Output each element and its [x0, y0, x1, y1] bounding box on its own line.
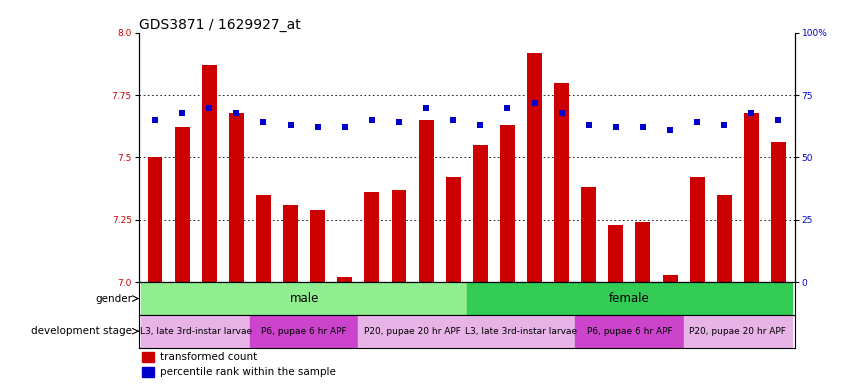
Point: [555, 109, 569, 116]
Point: [257, 119, 270, 126]
Bar: [636, 222, 650, 282]
Bar: [358, 315, 467, 348]
Bar: [744, 113, 759, 282]
Text: development stage: development stage: [31, 326, 132, 336]
Bar: [608, 225, 623, 282]
Bar: [147, 157, 162, 282]
Point: [637, 124, 650, 131]
Text: female: female: [609, 292, 650, 305]
Point: [148, 117, 161, 123]
Text: GDS3871 / 1629927_at: GDS3871 / 1629927_at: [139, 18, 300, 31]
Bar: [283, 205, 298, 282]
Text: P20, pupae 20 hr APF: P20, pupae 20 hr APF: [364, 327, 461, 336]
Bar: [581, 187, 596, 282]
Point: [283, 122, 297, 128]
Bar: [142, 367, 154, 377]
Bar: [446, 177, 461, 282]
Bar: [527, 53, 542, 282]
Point: [582, 122, 595, 128]
Bar: [392, 190, 406, 282]
Bar: [467, 315, 575, 348]
Bar: [771, 142, 786, 282]
Text: L3, late 3rd-instar larvae: L3, late 3rd-instar larvae: [140, 327, 251, 336]
Point: [528, 99, 542, 106]
Bar: [500, 125, 515, 282]
Point: [690, 119, 704, 126]
Bar: [467, 282, 792, 315]
Bar: [419, 120, 434, 282]
Bar: [717, 195, 732, 282]
Bar: [663, 275, 678, 282]
Text: transformed count: transformed count: [160, 352, 257, 362]
Point: [500, 104, 514, 111]
Bar: [141, 282, 467, 315]
Bar: [684, 315, 792, 348]
Point: [338, 124, 352, 131]
Point: [717, 122, 731, 128]
Text: P6, pupae 6 hr APF: P6, pupae 6 hr APF: [586, 327, 672, 336]
Bar: [142, 353, 154, 362]
Bar: [310, 210, 325, 282]
Text: P6, pupae 6 hr APF: P6, pupae 6 hr APF: [262, 327, 347, 336]
Bar: [141, 315, 250, 348]
Bar: [337, 277, 352, 282]
Point: [311, 124, 325, 131]
Bar: [364, 192, 379, 282]
Text: P20, pupae 20 hr APF: P20, pupae 20 hr APF: [690, 327, 786, 336]
Bar: [690, 177, 705, 282]
Text: male: male: [289, 292, 319, 305]
Text: gender: gender: [95, 293, 132, 304]
Point: [230, 109, 243, 116]
Point: [664, 127, 677, 133]
Text: L3, late 3rd-instar larvae: L3, late 3rd-instar larvae: [465, 327, 577, 336]
Bar: [202, 65, 217, 282]
Point: [609, 124, 622, 131]
Bar: [473, 145, 488, 282]
Point: [203, 104, 216, 111]
Point: [473, 122, 487, 128]
Bar: [256, 195, 271, 282]
Text: percentile rank within the sample: percentile rank within the sample: [160, 367, 336, 377]
Point: [744, 109, 758, 116]
Bar: [554, 83, 569, 282]
Point: [392, 119, 405, 126]
Bar: [175, 127, 189, 282]
Point: [772, 117, 785, 123]
Point: [176, 109, 189, 116]
Point: [420, 104, 433, 111]
Bar: [229, 113, 244, 282]
Point: [365, 117, 378, 123]
Bar: [250, 315, 358, 348]
Bar: [575, 315, 684, 348]
Point: [447, 117, 460, 123]
